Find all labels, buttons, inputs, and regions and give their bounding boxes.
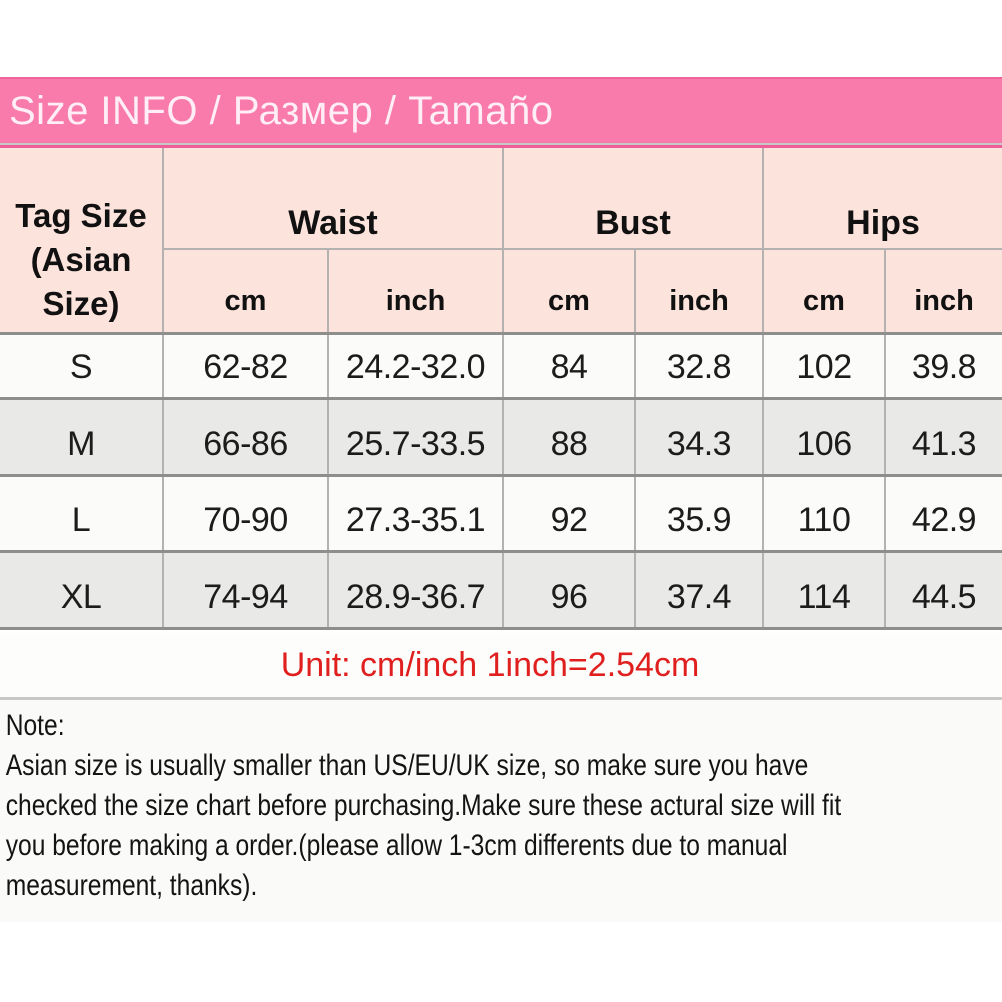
tag-size-line-3: Size) bbox=[42, 285, 120, 322]
bust-inch-cell: 34.3 bbox=[634, 397, 764, 476]
unit-text: Unit: cm/inch 1inch=2.54cm bbox=[280, 646, 700, 684]
table-row-xl: XL 74-94 28.9-36.7 96 37.4 114 44.5 bbox=[0, 550, 1002, 629]
note-text-block: Note: Asian size is usually smaller than… bbox=[0, 700, 1002, 906]
bust-cm-cell: 96 bbox=[502, 550, 636, 629]
bust-cm-cell: 84 bbox=[502, 332, 636, 399]
size-cell: XL bbox=[0, 550, 163, 629]
hips-inch-cell: 41.3 bbox=[884, 397, 1002, 476]
banner-title: Size INFO / Размер / Tamaño bbox=[9, 88, 554, 133]
waist-cm-cell: 66-86 bbox=[162, 397, 328, 476]
note-line: checked the size chart before purchasing… bbox=[5, 789, 842, 822]
waist-inch-cell: 24.2-32.0 bbox=[326, 332, 504, 399]
hips-cm-cell: 110 bbox=[762, 474, 886, 552]
size-info-banner: Size INFO / Размер / Tamaño bbox=[0, 77, 1002, 145]
table-row-m: M 66-86 25.7-33.5 88 34.3 106 41.3 bbox=[0, 397, 1002, 476]
table-row-l: L 70-90 27.3-35.1 92 35.9 110 42.9 bbox=[0, 474, 1002, 552]
waist-header: Waist bbox=[161, 146, 504, 250]
waist-inch-cell: 27.3-35.1 bbox=[326, 474, 504, 552]
waist-inch-cell: 28.9-36.7 bbox=[326, 550, 504, 629]
waist-inch-header: inch bbox=[326, 248, 504, 334]
bust-inch-cell: 35.9 bbox=[634, 474, 764, 552]
bust-inch-cell: 32.8 bbox=[634, 332, 764, 399]
hips-cm-cell: 114 bbox=[762, 550, 886, 629]
waist-cm-cell: 70-90 bbox=[162, 474, 328, 552]
bust-inch-header: inch bbox=[634, 248, 764, 334]
hips-inch-header: inch bbox=[884, 248, 1002, 334]
hips-inch-cell: 44.5 bbox=[884, 550, 1002, 629]
bust-cm-header: cm bbox=[502, 248, 636, 334]
size-chart-table: Tag Size (Asian Size) Waist Bust Hips cm… bbox=[0, 145, 1002, 630]
note-section: Note: Asian size is usually smaller than… bbox=[0, 700, 1002, 922]
note-line: you before making a order.(please allow … bbox=[5, 829, 788, 862]
tag-size-header: Tag Size (Asian Size) bbox=[0, 146, 163, 334]
size-cell: M bbox=[0, 397, 163, 476]
waist-cm-header: cm bbox=[162, 248, 328, 334]
note-line: Asian size is usually smaller than US/EU… bbox=[5, 749, 809, 782]
header-sub-row: cm inch cm inch cm inch bbox=[0, 248, 1002, 334]
header-group-row: Tag Size (Asian Size) Waist Bust Hips bbox=[0, 146, 1002, 334]
note-line: measurement, thanks). bbox=[5, 869, 258, 902]
tag-size-line-2: (Asian bbox=[30, 241, 132, 278]
size-cell: L bbox=[0, 474, 163, 552]
hips-inch-cell: 42.9 bbox=[884, 474, 1002, 552]
bust-header: Bust bbox=[502, 146, 764, 250]
hips-cm-cell: 106 bbox=[762, 397, 886, 476]
table-row-s: S 62-82 24.2-32.0 84 32.8 102 39.8 bbox=[0, 332, 1002, 399]
waist-cm-cell: 62-82 bbox=[162, 332, 328, 399]
hips-header: Hips bbox=[762, 146, 1002, 250]
hips-inch-cell: 39.8 bbox=[884, 332, 1002, 399]
bust-cm-cell: 88 bbox=[502, 397, 636, 476]
hips-cm-header: cm bbox=[762, 248, 886, 334]
size-cell: S bbox=[0, 332, 163, 399]
unit-line-section: Unit: cm/inch 1inch=2.54cm bbox=[0, 633, 1002, 700]
tag-size-line-1: Tag Size bbox=[15, 197, 147, 234]
bust-inch-cell: 37.4 bbox=[634, 550, 764, 629]
hips-cm-cell: 102 bbox=[762, 332, 886, 399]
note-title: Note: bbox=[5, 709, 65, 742]
waist-inch-cell: 25.7-33.5 bbox=[326, 397, 504, 476]
waist-cm-cell: 74-94 bbox=[162, 550, 328, 629]
bust-cm-cell: 92 bbox=[502, 474, 636, 552]
